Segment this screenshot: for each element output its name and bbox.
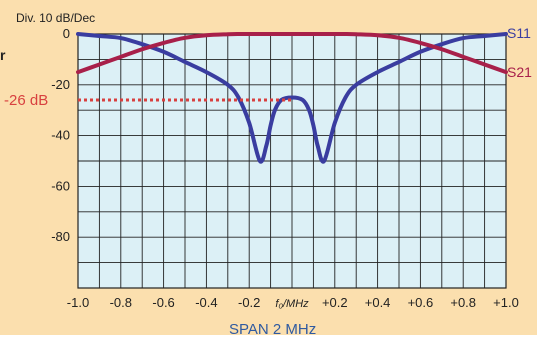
edge-text-fragment: r: [0, 47, 6, 63]
legend-label-s11: S11: [507, 25, 531, 41]
y-tick-label: 0: [63, 26, 70, 41]
y-tick-label: -40: [51, 128, 70, 143]
threshold-marker-label: -26 dB: [4, 92, 48, 109]
scale-label: Div. 10 dB/Dec: [16, 11, 96, 25]
y-tick-label: -20: [51, 77, 70, 92]
x-tick-label: +0.4: [365, 295, 391, 310]
x-tick-label: +0.2: [322, 295, 348, 310]
x-tick-label: +1.0: [493, 295, 519, 310]
y-tick-label: -80: [51, 229, 70, 244]
x-tick-label: -0.4: [195, 295, 217, 310]
legend-label-s21: S21: [507, 64, 532, 80]
x-tick-label: +0.8: [450, 295, 476, 310]
x-tick-label: -0.6: [152, 295, 174, 310]
series-line-s11: [76, 32, 508, 164]
series-line-s21: [76, 31, 508, 75]
x-tick-label: -0.8: [110, 295, 132, 310]
x-tick-label: -1.0: [67, 295, 89, 310]
y-tick-label: -60: [51, 178, 70, 193]
x-tick-label: +0.6: [408, 295, 434, 310]
x-center-label: f₀/MHz: [275, 298, 309, 310]
span-label: SPAN 2 MHz: [229, 321, 317, 338]
x-tick-label: -0.2: [238, 295, 260, 310]
